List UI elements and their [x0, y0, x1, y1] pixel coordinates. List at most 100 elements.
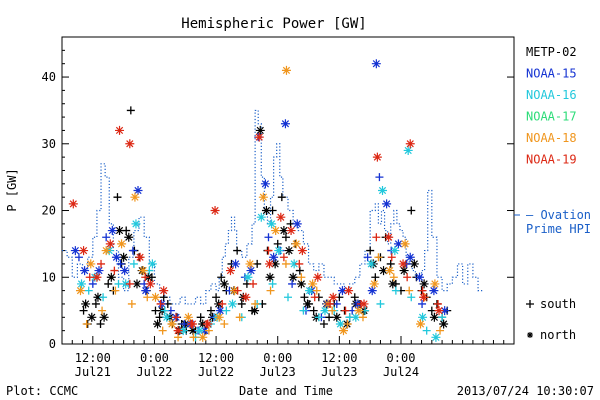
noaa-18-north-point [130, 192, 140, 202]
noaa-19-north-point [344, 286, 354, 296]
noaa-19-south-point [433, 299, 442, 308]
metp-02-south-point [300, 293, 309, 302]
metp-02-south-point [407, 206, 416, 215]
metp-02-south-point [96, 319, 105, 328]
noaa-15-south-point [375, 173, 384, 182]
metp-02-north-point [288, 272, 298, 282]
chart-title: Hemispheric Power [GW] [181, 16, 366, 32]
metp-02-south-point [350, 293, 359, 302]
noaa-19-north-point [68, 199, 78, 209]
noaa-15-north-point [80, 266, 90, 276]
noaa-18-north-point [214, 312, 224, 322]
noaa-18-south-point [389, 273, 398, 282]
noaa-19-north-point [254, 132, 264, 142]
noaa-18-north-point [150, 292, 160, 302]
ovation-legend-line1: — Ovation [526, 208, 591, 222]
noaa-16-north-point [403, 145, 413, 155]
noaa-19-north-point [125, 139, 135, 149]
noaa-16-south-point [99, 293, 108, 302]
data-points [68, 59, 452, 342]
noaa-19-north-point [92, 272, 102, 282]
metp-02-south-point [126, 106, 135, 115]
noaa-16-south-point [129, 259, 138, 268]
noaa-15-south-point [288, 279, 297, 288]
noaa-18-north-point [354, 306, 364, 316]
symbol-key-label: south [540, 297, 576, 311]
noaa-19-north-point [359, 299, 369, 309]
noaa-19-south-point [295, 259, 304, 268]
metp-02-north-point [409, 259, 419, 269]
noaa-19-north-point [210, 206, 220, 216]
noaa-16-south-point [438, 313, 447, 322]
noaa-19-south-point [125, 279, 134, 288]
noaa-15-north-point [141, 286, 151, 296]
noaa-16-south-point [407, 293, 416, 302]
metp-02-north-point [284, 246, 294, 256]
metp-02-south-point [319, 319, 328, 328]
noaa-19-south-point [156, 299, 165, 308]
x-tick-label-time: 12:00 [75, 351, 111, 365]
noaa-18-north-point [281, 65, 291, 75]
metp-02-north-point [419, 279, 429, 289]
noaa-18-south-point [204, 326, 213, 335]
metp-02-south-point [113, 193, 122, 202]
noaa-19-south-point [141, 273, 150, 282]
y-axis: 0 10 20 30 40 [42, 49, 514, 351]
noaa-18-south-point [189, 333, 198, 342]
noaa-18-south-point [251, 299, 260, 308]
noaa-18-north-point [138, 266, 148, 276]
metp-02-south-point [273, 239, 282, 248]
noaa-16-south-point [376, 299, 385, 308]
x-axis-label: Date and Time [239, 384, 333, 398]
noaa-19-north-point [405, 139, 415, 149]
noaa-18-north-point [75, 286, 85, 296]
noaa-19-north-point [173, 326, 183, 336]
noaa-18-north-point [400, 239, 410, 249]
noaa-16-south-point [268, 279, 277, 288]
y-tick-label: 30 [42, 137, 56, 151]
x-tick-label-date: Jul23 [260, 365, 296, 379]
noaa-18-south-point [143, 293, 152, 302]
noaa-19-north-point [276, 212, 286, 222]
noaa-16-north-point [267, 219, 277, 229]
symbol-key: south north [526, 297, 576, 342]
noaa-16-south-point [284, 293, 292, 302]
legend-entry: NOAA-19 [526, 153, 577, 167]
noaa-18-south-point [358, 313, 367, 322]
north-symbol-icon [527, 332, 533, 338]
metp-02-south-point [79, 306, 88, 315]
noaa-19-north-point [79, 246, 89, 256]
noaa-19-south-point [110, 266, 119, 275]
noaa-16-south-point [222, 306, 231, 315]
metp-02-south-point [281, 233, 290, 242]
noaa-18-north-point [198, 332, 208, 342]
noaa-16-north-point [390, 246, 400, 256]
noaa-15-north-point [215, 306, 225, 316]
noaa-15-south-point [116, 259, 125, 268]
metp-02-south-point [104, 279, 113, 288]
y-tick-label: 0 [49, 337, 56, 351]
noaa-19-south-point [264, 246, 273, 255]
noaa-15-north-point [371, 59, 381, 69]
noaa-19-north-point [225, 266, 235, 276]
noaa-15-south-point [363, 253, 372, 262]
x-tick-label-date: Jul22 [198, 365, 234, 379]
noaa-16-north-point [335, 319, 345, 329]
footer-plot-credit: Plot: CCMC [6, 384, 78, 398]
noaa-15-north-point [280, 119, 290, 129]
y-tick-label: 20 [42, 204, 56, 218]
noaa-19-south-point [218, 299, 227, 308]
noaa-15-north-point [367, 286, 377, 296]
y-tick-label: 10 [42, 270, 56, 284]
noaa-16-north-point [431, 332, 441, 342]
metp-02-south-point [309, 306, 318, 315]
noaa-19-north-point [241, 292, 251, 302]
noaa-19-south-point [326, 299, 335, 308]
metp-02-north-point [379, 266, 389, 276]
metp-02-north-point [429, 312, 439, 322]
noaa-16-north-point [418, 312, 428, 322]
noaa-16-north-point [162, 312, 172, 322]
metp-02-south-point [91, 299, 100, 308]
